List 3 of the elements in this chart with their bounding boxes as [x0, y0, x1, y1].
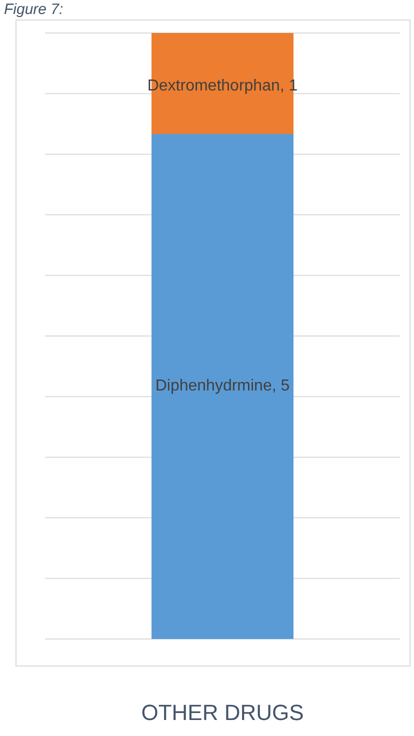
chart-title: Figure 7:: [4, 1, 64, 18]
data-label: Diphenhydrmine, 5: [155, 378, 290, 395]
x-tick-label: OTHER DRUGS: [141, 700, 304, 725]
